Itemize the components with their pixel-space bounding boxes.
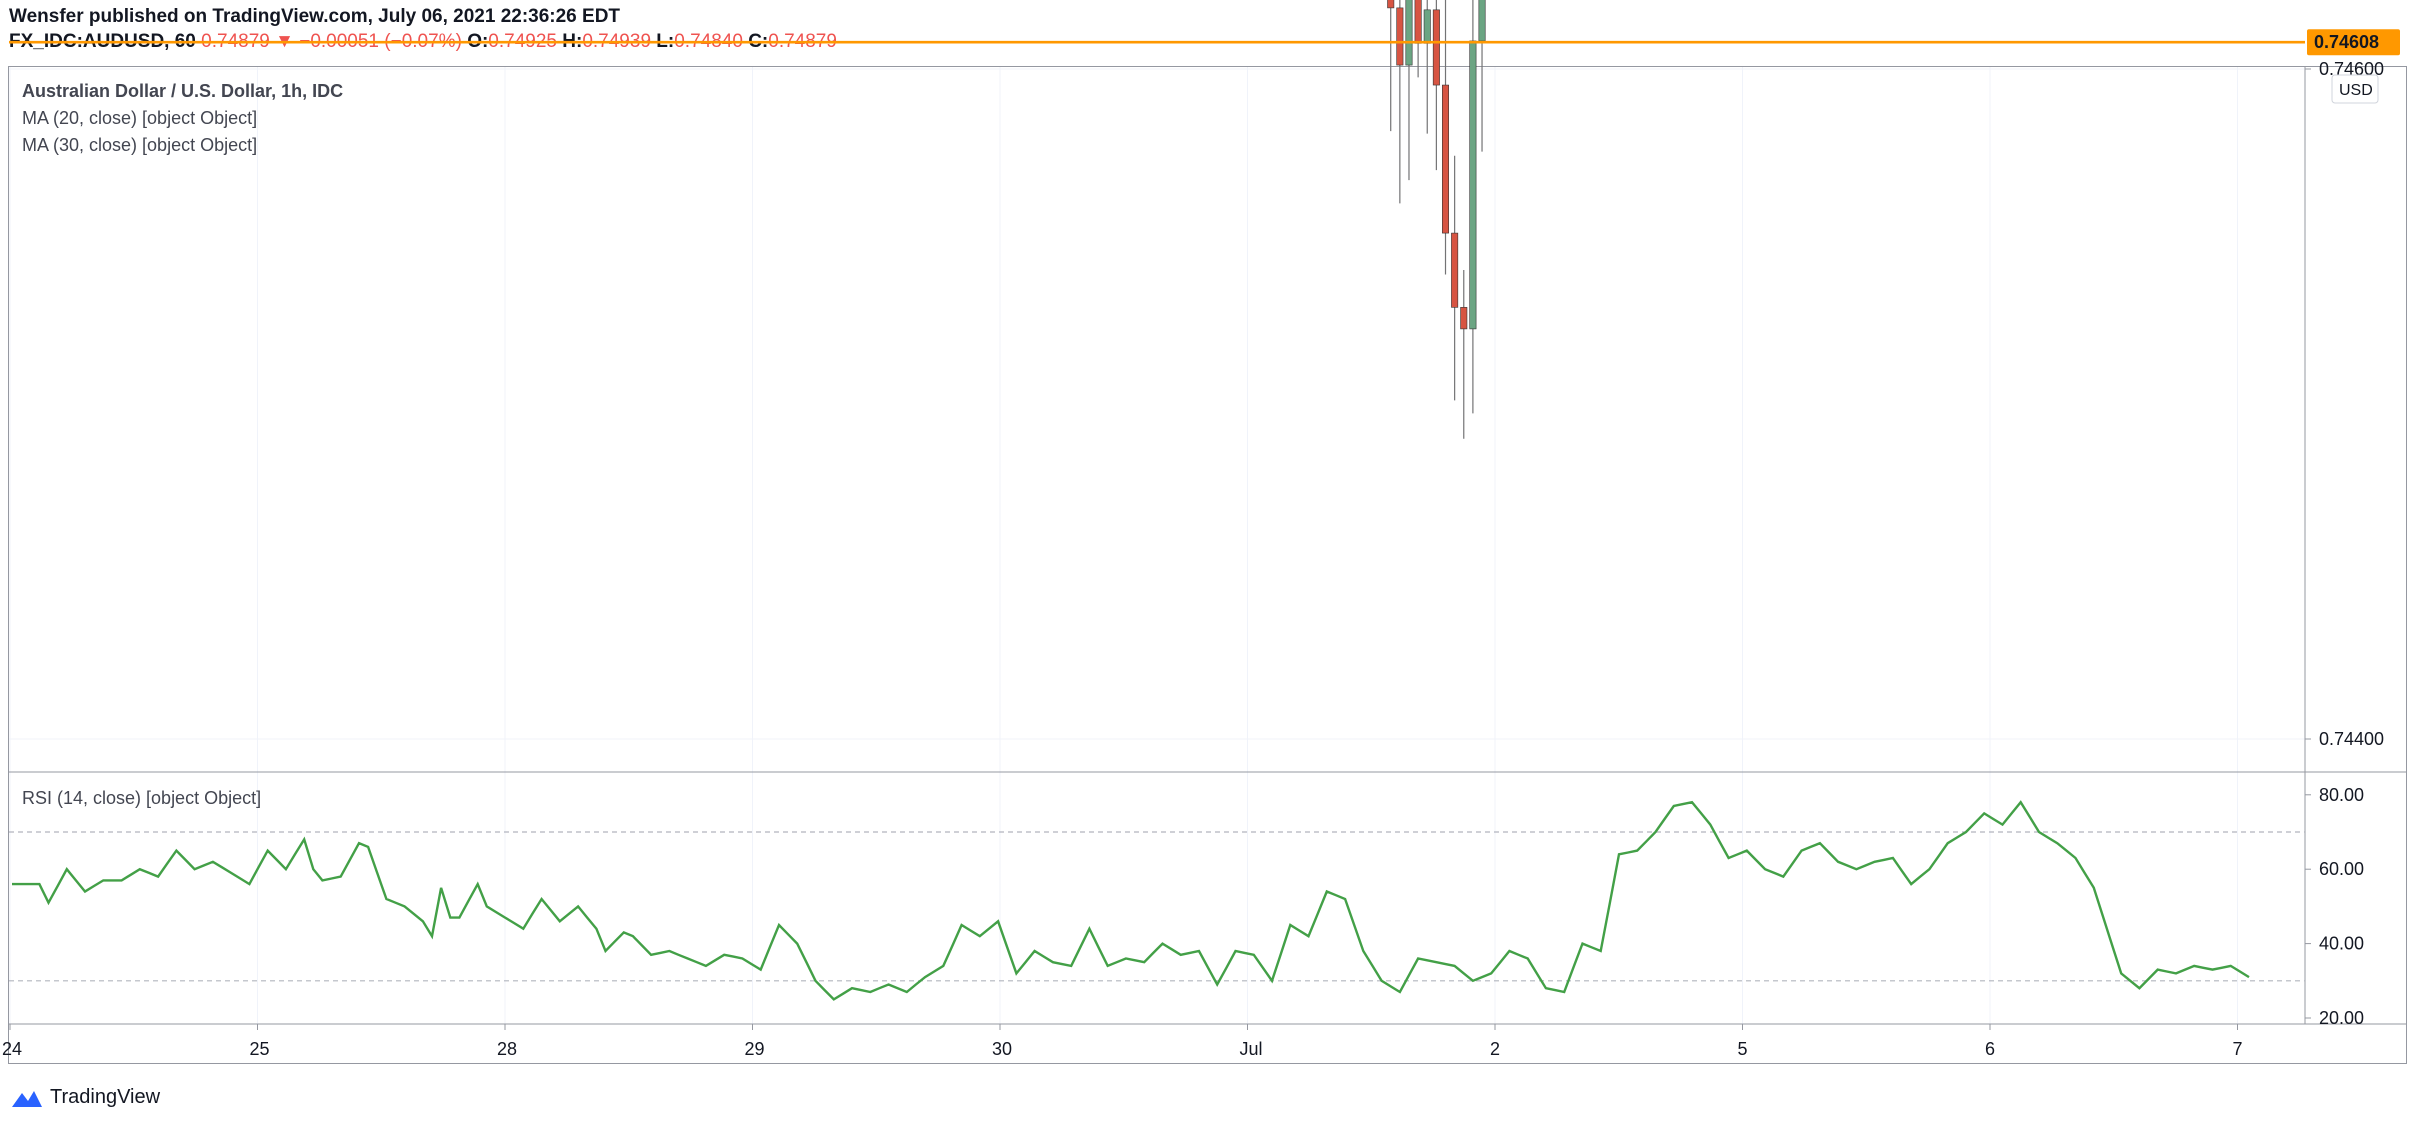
tradingview-logo[interactable]: TradingView bbox=[10, 1086, 160, 1109]
candle-body bbox=[1442, 84, 1450, 234]
time-axis-label: 2 bbox=[1490, 1039, 1500, 1059]
time-axis-label: 6 bbox=[1985, 1039, 1995, 1059]
tradingview-brand: TradingView bbox=[50, 1086, 161, 1108]
currency-label: USD bbox=[2339, 82, 2373, 99]
publish-info: Wensfer published on TradingView.com, Ju… bbox=[9, 6, 620, 28]
candle-body bbox=[1396, 7, 1404, 66]
candle-body bbox=[1405, 0, 1413, 66]
rsi-line bbox=[12, 800, 2250, 1001]
candle-body bbox=[1423, 9, 1431, 44]
time-axis-label: 24 bbox=[2, 1039, 22, 1059]
level-label-2: 0.74608 bbox=[2314, 32, 2379, 52]
chart-frame bbox=[8, 66, 2407, 1064]
rsi-axis-label: 80.00 bbox=[2319, 785, 2364, 805]
ma30-legend: MA (30, close) [object Object] bbox=[22, 135, 258, 155]
time-axis-label: Jul bbox=[1240, 1039, 1263, 1059]
level-badge-2 bbox=[2307, 29, 2400, 56]
price-axis-label: 0.74400 bbox=[2319, 729, 2384, 749]
time-axis-label: 7 bbox=[2233, 1039, 2243, 1059]
candle-body bbox=[1387, 0, 1395, 9]
candle-body bbox=[1432, 9, 1440, 86]
chart-title: Australian Dollar / U.S. Dollar, 1h, IDC bbox=[22, 81, 344, 101]
time-axis-label: 30 bbox=[992, 1039, 1012, 1059]
time-axis-label: 28 bbox=[497, 1039, 517, 1059]
rsi-axis-label: 40.00 bbox=[2319, 934, 2364, 954]
time-axis-label: 5 bbox=[1738, 1039, 1748, 1059]
candle-body bbox=[1451, 232, 1459, 308]
candle-body bbox=[1460, 307, 1468, 330]
currency-badge bbox=[2331, 74, 2379, 104]
time-axis-label: 25 bbox=[250, 1039, 270, 1059]
rsi-axis-label: 20.00 bbox=[2319, 1008, 2364, 1028]
rsi-legend: RSI (14, close) [object Object] bbox=[22, 788, 262, 808]
rsi-axis-label: 60.00 bbox=[2319, 859, 2364, 879]
candle-body bbox=[1469, 40, 1477, 330]
time-axis-label: 29 bbox=[745, 1039, 765, 1059]
price-axis-label: 0.74600 bbox=[2319, 59, 2384, 79]
ma20-legend: MA (20, close) [object Object] bbox=[22, 108, 258, 128]
tradingview-logo-icon bbox=[12, 1090, 42, 1107]
candle-body bbox=[1414, 0, 1422, 44]
publish-text: Wensfer published on TradingView.com, Ju… bbox=[9, 6, 621, 27]
candle-body bbox=[1478, 0, 1486, 42]
